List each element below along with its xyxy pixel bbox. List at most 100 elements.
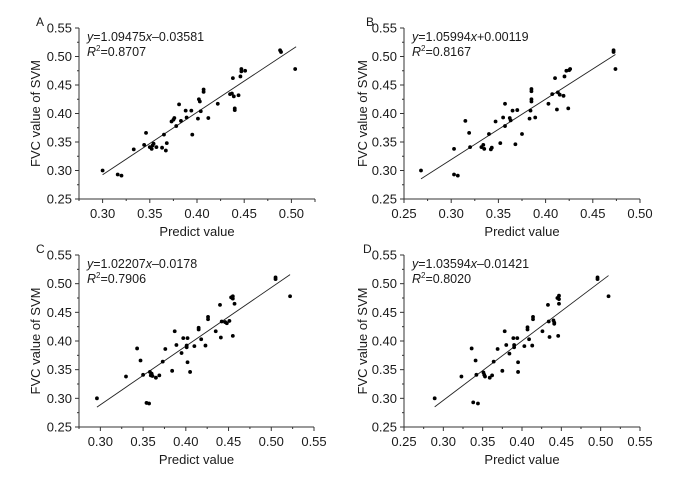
data-point xyxy=(508,118,513,123)
y-tick-label: 0.30 xyxy=(372,391,397,406)
data-point xyxy=(529,99,534,104)
data-point xyxy=(491,359,496,364)
x-tick-label: 0.40 xyxy=(533,206,558,221)
y-axis-title: FVC value of SVM xyxy=(355,60,370,167)
equation-part: =1.05994 xyxy=(418,30,471,44)
data-point xyxy=(231,94,236,99)
r-squared-part: 2 xyxy=(421,44,426,53)
data-point xyxy=(507,351,512,356)
data-point xyxy=(174,124,179,128)
data-point xyxy=(160,359,165,364)
data-point xyxy=(568,67,573,71)
equation-part: x xyxy=(145,257,153,271)
data-point xyxy=(474,372,479,377)
data-point xyxy=(552,321,557,326)
data-point xyxy=(455,173,460,178)
x-tick-label: 0.50 xyxy=(279,206,304,221)
y-tick-label: 0.25 xyxy=(47,192,72,207)
panel-c: C 0.25 0.30 0.35 0.40 0.45 0.50 0.55 0.30 0.35 0.4… xyxy=(28,242,327,467)
x-tick-label: 0.50 xyxy=(588,434,613,449)
y-tick-label: 0.35 xyxy=(47,362,72,377)
x-tick-label: 0.30 xyxy=(439,206,464,221)
data-point xyxy=(500,368,505,373)
r-squared-part: =0.8020 xyxy=(425,272,471,286)
data-point xyxy=(149,146,154,151)
data-point xyxy=(163,148,168,153)
data-point xyxy=(547,335,552,339)
data-point xyxy=(150,374,155,378)
equation-part: x xyxy=(145,30,153,44)
data-point xyxy=(502,329,507,334)
y-tick-label: 0.55 xyxy=(47,21,72,36)
r-squared-part: =0.8167 xyxy=(425,45,471,59)
x-tick-label: 0.35 xyxy=(486,206,511,221)
data-point xyxy=(183,108,188,113)
data-point xyxy=(154,145,159,150)
data-point xyxy=(142,142,147,147)
data-point xyxy=(174,343,179,347)
data-point xyxy=(189,108,194,113)
y-tick-label: 0.45 xyxy=(372,78,397,93)
x-axis-title: Predict value xyxy=(159,224,234,239)
r-squared-part: R xyxy=(87,272,96,286)
y-tick-label: 0.30 xyxy=(47,163,72,178)
data-point xyxy=(288,294,292,299)
data-point xyxy=(179,351,184,355)
data-point xyxy=(531,317,535,322)
x-tick-label: 0.45 xyxy=(232,206,257,221)
data-point xyxy=(172,116,177,120)
data-point xyxy=(467,130,472,135)
regression-equation: y=1.03594x–0.01421 xyxy=(411,257,529,271)
y-axis-title: FVC value of SVM xyxy=(28,288,43,395)
data-point xyxy=(197,99,202,104)
panel-d: D 0.25 0.30 0.35 0.40 0.45 0.50 0.55 0.25 0.30 0.3… xyxy=(355,242,653,467)
equation-part: y xyxy=(86,30,94,44)
data-point xyxy=(213,329,218,334)
data-point xyxy=(533,115,538,120)
data-point xyxy=(227,319,232,323)
x-tick-label: 0.35 xyxy=(130,434,155,449)
data-point xyxy=(555,107,559,112)
data-point xyxy=(218,335,223,340)
data-point xyxy=(487,375,492,380)
panel-label: A xyxy=(36,15,44,29)
data-point xyxy=(419,168,423,173)
data-point xyxy=(473,358,478,363)
regression-equation: y=1.05994x+0.00119 xyxy=(411,30,529,44)
y-tick-label: 0.45 xyxy=(372,305,397,320)
x-axis-title: Predict value xyxy=(484,452,559,467)
data-point xyxy=(564,68,569,73)
equation-part: –0.0178 xyxy=(152,257,197,271)
r-squared-part: 2 xyxy=(421,271,426,280)
data-point xyxy=(503,124,507,128)
equation-part: y xyxy=(411,30,419,44)
data-point xyxy=(162,132,166,137)
data-point xyxy=(230,76,235,81)
data-point xyxy=(463,119,468,123)
data-point xyxy=(504,343,509,347)
data-point xyxy=(115,172,120,177)
x-tick-label: 0.45 xyxy=(549,434,574,449)
data-point xyxy=(131,147,136,152)
data-point xyxy=(483,374,487,379)
data-point xyxy=(181,336,186,341)
data-point xyxy=(236,93,241,98)
r-squared-part: R xyxy=(87,45,96,59)
data-point xyxy=(525,327,530,332)
x-tick-label: 0.35 xyxy=(137,206,162,221)
data-point xyxy=(219,319,224,324)
data-point xyxy=(185,360,190,365)
y-tick-label: 0.25 xyxy=(47,420,72,435)
data-point xyxy=(124,374,128,379)
data-point xyxy=(184,343,189,348)
data-point xyxy=(293,67,298,71)
data-point xyxy=(490,373,495,378)
y-axis-title: FVC value of SVM xyxy=(28,60,43,167)
data-point xyxy=(196,116,200,121)
data-point xyxy=(471,400,476,405)
x-tick-label: 0.40 xyxy=(184,206,209,221)
regression-line xyxy=(96,274,291,408)
data-point xyxy=(163,347,168,351)
data-point xyxy=(95,396,99,401)
